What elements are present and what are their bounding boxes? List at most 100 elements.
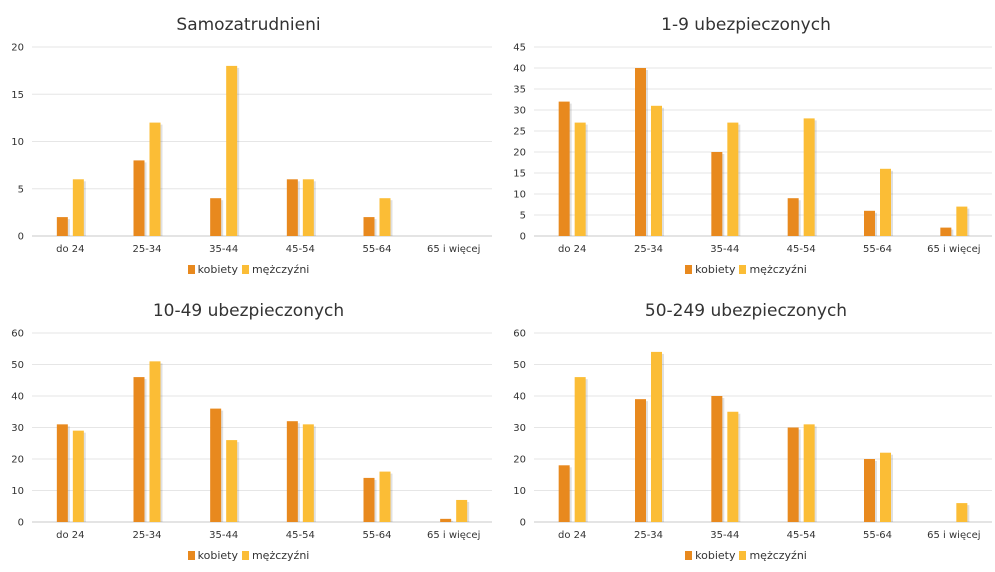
x-tick-label: 45-54: [286, 244, 315, 255]
bar-mezczyzni[interactable]: [379, 471, 391, 522]
y-tick-label: 0: [18, 518, 24, 529]
bar-mezczyzni[interactable]: [880, 168, 891, 236]
legend-swatch: [187, 265, 195, 274]
y-tick-label: 30: [513, 423, 526, 434]
bar-mezczyzni[interactable]: [379, 198, 391, 236]
y-tick-label: 60: [11, 329, 24, 340]
chart-legend: kobiety mężczyźni: [497, 549, 995, 562]
chart-svg: 0 10 20 30 40 50 60 do 24 25-34 35-44 45-54 55-64 65…: [513, 329, 992, 541]
x-tick-label: do 24: [558, 244, 586, 255]
chart-title: Samozatrudnieni: [176, 15, 321, 35]
legend-item-mezczyzni[interactable]: mężczyźni: [739, 549, 807, 562]
legend-item-kobiety[interactable]: kobiety: [187, 549, 238, 562]
bar-mezczyzni[interactable]: [226, 65, 238, 237]
bar-kobiety[interactable]: [286, 179, 298, 236]
legend-item-mezczyzni[interactable]: mężczyźni: [241, 549, 310, 562]
bar-kobiety[interactable]: [210, 408, 222, 522]
bar-mezczyzni[interactable]: [226, 440, 238, 522]
bar-kobiety[interactable]: [56, 424, 68, 522]
bar-kobiety[interactable]: [940, 227, 952, 236]
chart-legend: kobiety mężczyźni: [497, 263, 995, 276]
bar-mezczyzni[interactable]: [727, 122, 739, 236]
bar-mezczyzni[interactable]: [651, 351, 662, 522]
legend-swatch: [739, 265, 747, 274]
bar-kobiety[interactable]: [558, 465, 570, 522]
y-tick-label: 50: [11, 360, 24, 371]
bar-kobiety[interactable]: [787, 198, 799, 236]
legend-item-mezczyzni[interactable]: mężczyźni: [241, 263, 309, 276]
y-tick-label: 20: [513, 148, 526, 159]
bar-mezczyzni[interactable]: [803, 118, 815, 236]
bar-kobiety[interactable]: [864, 459, 875, 522]
bar-mezczyzni[interactable]: [72, 430, 84, 522]
chart-svg: 0 10 20 30 40 50 60 do 24 25-34 35-44 45-54 55-64 65…: [11, 329, 492, 541]
bar-kobiety[interactable]: [363, 217, 375, 236]
legend-label: kobiety: [695, 549, 736, 562]
bar-mezczyzni[interactable]: [302, 424, 314, 522]
x-tick-label: 25-34: [634, 244, 663, 255]
bar-kobiety[interactable]: [286, 421, 298, 522]
chart-panel: 50-249 ubezpieczonych 0 10 20 30 40 50 60 do 24 2…: [497, 286, 995, 572]
bar-mezczyzni[interactable]: [574, 377, 586, 522]
bar-kobiety[interactable]: [635, 68, 646, 236]
legend-label: kobiety: [695, 263, 736, 276]
x-tick-label: 55-64: [863, 244, 892, 255]
bar-kobiety[interactable]: [635, 399, 646, 522]
bar-mezczyzni[interactable]: [149, 361, 161, 522]
bar-kobiety[interactable]: [558, 101, 570, 236]
y-tick-label: 10: [513, 486, 526, 497]
bar-mezczyzni[interactable]: [803, 424, 815, 522]
legend-item-mezczyzni[interactable]: mężczyźni: [739, 263, 807, 276]
y-tick-label: 20: [11, 43, 24, 54]
chart-title: 1-9 ubezpieczonych: [661, 15, 831, 35]
legend-label: mężczyźni: [251, 549, 310, 562]
bar-mezczyzni[interactable]: [456, 499, 468, 522]
x-tick-label: 65 i więcej: [927, 530, 980, 541]
x-tick-label: 25-34: [132, 530, 161, 541]
bar-kobiety[interactable]: [133, 377, 145, 522]
bar-mezczyzni[interactable]: [727, 411, 739, 522]
legend-swatch: [241, 265, 249, 274]
x-tick-label: 35-44: [209, 244, 238, 255]
bar-mezczyzni[interactable]: [72, 179, 84, 236]
bar-mezczyzni[interactable]: [651, 105, 662, 236]
chart-svg: 0 5 10 15 20 25 30 35 40 45 do 24 25-34 35-44 45-54 55…: [513, 43, 992, 255]
y-tick-label: 60: [513, 329, 526, 340]
chart-legend: kobiety mężczyźni: [0, 263, 497, 276]
x-tick-label: 45-54: [286, 530, 315, 541]
chart-panel: 10-49 ubezpieczonych 0 10 20 30 40 50 60 do 24 25…: [0, 286, 497, 572]
y-tick-label: 30: [513, 106, 526, 117]
bar-mezczyzni[interactable]: [149, 122, 161, 236]
bar-kobiety[interactable]: [787, 427, 799, 523]
bar-kobiety[interactable]: [56, 217, 68, 236]
legend-label: mężczyźni: [749, 263, 807, 276]
bar-mezczyzni[interactable]: [574, 122, 586, 236]
bar-kobiety[interactable]: [711, 396, 723, 522]
bar-kobiety[interactable]: [210, 198, 222, 236]
x-tick-label: 45-54: [787, 530, 816, 541]
bar-kobiety[interactable]: [133, 160, 145, 236]
y-tick-label: 20: [11, 455, 24, 466]
bar-mezczyzni[interactable]: [956, 503, 968, 522]
x-tick-label: 65 i więcej: [427, 244, 480, 255]
legend-item-kobiety[interactable]: kobiety: [685, 263, 735, 276]
legend-item-kobiety[interactable]: kobiety: [685, 549, 735, 562]
x-tick-label: 45-54: [787, 244, 816, 255]
x-tick-label: 35-44: [710, 530, 739, 541]
y-tick-label: 35: [513, 85, 526, 96]
y-tick-label: 0: [520, 518, 526, 529]
x-tick-label: 65 i więcej: [427, 530, 480, 541]
bar-kobiety[interactable]: [440, 518, 452, 522]
chart-panel: 1-9 ubezpieczonych 0 5 10 15 20 25 30 35 40 45 do 2…: [497, 0, 995, 286]
bar-kobiety[interactable]: [711, 152, 723, 236]
legend-item-kobiety[interactable]: kobiety: [187, 263, 238, 276]
legend-swatch: [241, 551, 249, 560]
bar-mezczyzni[interactable]: [956, 206, 968, 236]
bar-mezczyzni[interactable]: [880, 452, 891, 522]
bar-mezczyzni[interactable]: [302, 179, 314, 236]
bar-kobiety[interactable]: [864, 210, 875, 236]
bar-kobiety[interactable]: [363, 477, 375, 522]
y-tick-label: 40: [11, 392, 24, 403]
x-tick-label: 55-64: [863, 530, 892, 541]
